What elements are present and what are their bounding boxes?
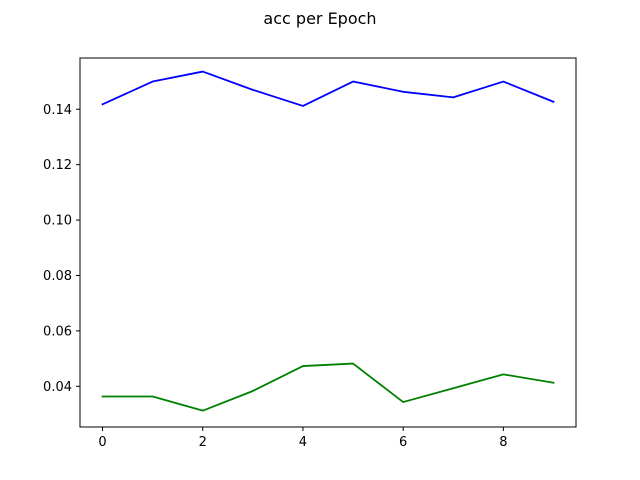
x-tick-label: 4: [299, 435, 307, 450]
y-tick-label: 0.06: [43, 324, 72, 339]
x-tick-label: 6: [399, 435, 407, 450]
series-line-1: [101, 362, 555, 412]
y-tick-label: 0.04: [43, 380, 72, 395]
y-tick-label: 0.12: [43, 158, 72, 173]
y-tick-label: 0.08: [43, 269, 72, 284]
axes-frame: [79, 57, 577, 428]
x-axis: 0 2 4 6 8: [98, 427, 507, 450]
x-tick-label: 2: [199, 435, 207, 450]
y-tick-label: 0.10: [43, 214, 72, 229]
y-axis: 0.04 0.06 0.08 0.10 0.12 0.14: [43, 103, 80, 395]
series-line-0: [101, 70, 555, 107]
plot-area: [101, 70, 555, 412]
y-tick-label: 0.14: [43, 103, 72, 118]
chart-title: acc per Epoch: [263, 9, 376, 28]
x-tick-label: 0: [98, 435, 106, 450]
x-tick-label: 8: [499, 435, 507, 450]
